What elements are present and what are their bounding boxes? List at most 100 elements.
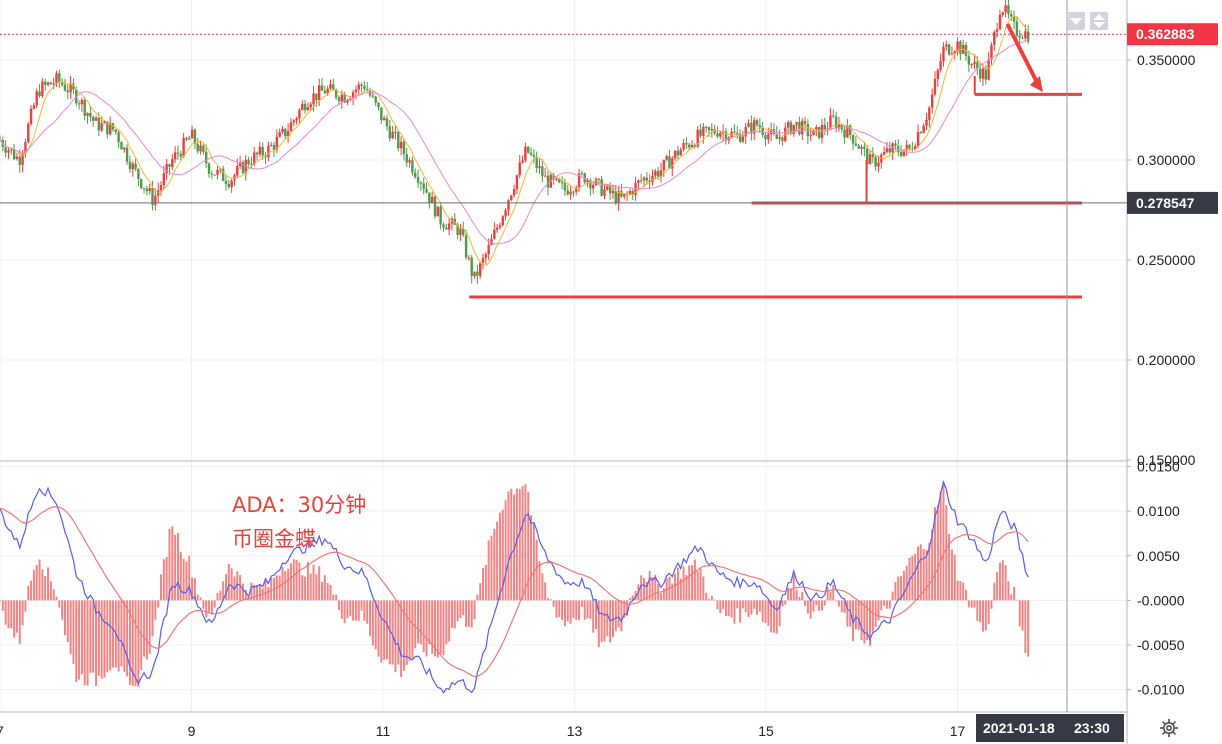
macd-hist-bar bbox=[89, 600, 92, 673]
candle bbox=[481, 253, 485, 270]
macd-hist-bar bbox=[487, 540, 490, 601]
macd-hist-bar bbox=[767, 600, 770, 626]
macd-hist-bar bbox=[363, 600, 366, 621]
macd-hist-bar bbox=[891, 591, 894, 601]
candle-body bbox=[563, 183, 567, 191]
macd-hist-bar bbox=[196, 594, 199, 601]
macd-hist-bar bbox=[549, 599, 552, 601]
candle bbox=[727, 136, 730, 145]
macd-hist-bar bbox=[357, 600, 360, 621]
candle bbox=[936, 68, 939, 87]
candle-body bbox=[360, 84, 363, 87]
candle-body bbox=[329, 84, 332, 89]
candle-body bbox=[312, 93, 315, 105]
macd-hist-bar bbox=[504, 500, 507, 601]
candle bbox=[447, 217, 451, 236]
candle bbox=[792, 124, 795, 137]
candle-body bbox=[357, 84, 360, 90]
candle-body bbox=[928, 107, 931, 120]
scale-down-button[interactable] bbox=[1067, 12, 1085, 30]
candle bbox=[360, 82, 363, 93]
candle-body bbox=[131, 163, 134, 170]
macd-hist-bar bbox=[860, 600, 863, 641]
macd-hist-bar bbox=[998, 562, 1001, 601]
moving-averages bbox=[0, 15, 1029, 267]
macd-hist-bar bbox=[823, 600, 826, 606]
macd-hist-bar bbox=[1018, 600, 1021, 627]
candle-body bbox=[86, 112, 89, 116]
macd-hist-bar bbox=[32, 569, 35, 601]
candle bbox=[114, 128, 118, 135]
macd-hist-bar bbox=[459, 600, 462, 619]
candle-body bbox=[611, 190, 615, 194]
time-axis[interactable]: 7 9 11 13 15 17 2021-01-18 23:30 bbox=[0, 711, 1127, 742]
candle bbox=[131, 160, 134, 177]
candle-body bbox=[1024, 31, 1027, 39]
candle bbox=[292, 119, 295, 127]
candle bbox=[385, 114, 389, 131]
candle-body bbox=[103, 121, 106, 124]
macd-hist-bar bbox=[140, 600, 143, 670]
macd-hist-bar bbox=[611, 600, 614, 637]
candle-body bbox=[945, 44, 948, 47]
candle-body bbox=[967, 56, 971, 65]
macd-hist-bar bbox=[292, 559, 295, 601]
candle-body bbox=[385, 118, 389, 127]
candle bbox=[504, 207, 507, 221]
candle-body bbox=[159, 185, 163, 191]
macd-hist-bar bbox=[761, 600, 764, 622]
candle-body bbox=[868, 154, 872, 165]
macd-hist-bar bbox=[705, 592, 708, 601]
candle-body bbox=[572, 191, 575, 193]
candle-body bbox=[258, 146, 262, 155]
candle bbox=[380, 107, 383, 124]
macd-hist-bar bbox=[126, 600, 129, 677]
macd-hist-bar bbox=[30, 580, 33, 601]
ma-slow-line bbox=[0, 39, 1029, 245]
trend-arrow-shaft bbox=[1005, 23, 1041, 87]
candle bbox=[207, 162, 211, 178]
candle-body bbox=[213, 174, 216, 176]
macd-hist-bar bbox=[179, 552, 182, 601]
candle bbox=[408, 157, 411, 168]
macd-hist-bar bbox=[572, 600, 575, 619]
candle-body bbox=[676, 150, 680, 156]
macd-hist-bar bbox=[18, 600, 21, 644]
candle-body bbox=[123, 147, 126, 150]
settings-button[interactable] bbox=[1160, 719, 1178, 737]
x-tick-label: 11 bbox=[376, 723, 391, 739]
scale-controls[interactable] bbox=[1067, 12, 1108, 30]
candle bbox=[151, 180, 154, 211]
candle-body bbox=[35, 91, 38, 106]
indicator-tick-label: -0.0100 bbox=[1137, 682, 1185, 698]
macd-hist-bar bbox=[659, 593, 662, 601]
candle bbox=[7, 148, 10, 159]
candle bbox=[182, 132, 185, 158]
macd-hist-bar bbox=[787, 587, 790, 601]
macd-hist-bar bbox=[883, 600, 886, 606]
candle bbox=[165, 158, 168, 180]
candle bbox=[193, 128, 197, 150]
candle-body bbox=[442, 224, 445, 228]
candle bbox=[524, 142, 527, 163]
candle-body bbox=[289, 122, 293, 132]
macd-hist-bar bbox=[840, 600, 843, 613]
macd-hist-bar bbox=[643, 578, 646, 601]
candle bbox=[973, 54, 976, 69]
candle bbox=[428, 192, 431, 209]
candle bbox=[422, 177, 425, 195]
macd-hist-bar bbox=[563, 600, 566, 627]
macd-hist-bar bbox=[688, 565, 691, 601]
candle-body bbox=[15, 156, 19, 159]
candle bbox=[888, 141, 891, 155]
macd-hist-bar bbox=[465, 600, 468, 627]
price-axis[interactable]: 0.350000 0.300000 0.250000 0.200000 0.150000… bbox=[1126, 0, 1222, 744]
macd-hist-bar bbox=[109, 600, 112, 671]
candle-body bbox=[543, 175, 547, 177]
candle bbox=[24, 138, 27, 158]
macd-hist-bar bbox=[165, 557, 168, 601]
scale-updown-button[interactable] bbox=[1090, 12, 1108, 30]
candle-body bbox=[789, 122, 793, 135]
macd-hist-bar bbox=[501, 509, 504, 601]
